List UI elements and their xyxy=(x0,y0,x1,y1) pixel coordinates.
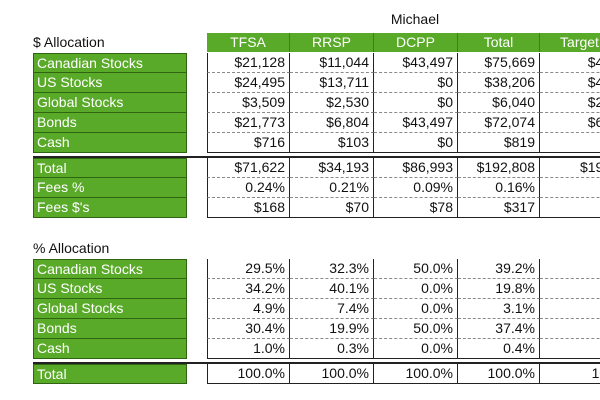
table-cell: $48, xyxy=(540,53,600,73)
table-cell: $168 xyxy=(207,198,290,218)
column-header-tfsa: TFSA xyxy=(207,33,290,52)
column-header-total: Total xyxy=(458,33,540,52)
table-cell: 29.5% xyxy=(207,259,290,279)
table-cell: 1.0% xyxy=(207,339,290,359)
table-cell: 25 xyxy=(540,259,600,279)
row-label: US Stocks xyxy=(33,73,187,93)
summary-row-label: Total xyxy=(33,158,187,178)
table-cell: $13,711 xyxy=(290,73,374,93)
table-cell: $43,497 xyxy=(374,53,458,73)
table-cell: $0 xyxy=(374,93,458,113)
table-cell: $6,804 xyxy=(290,113,374,133)
table-cell: 19.8% xyxy=(458,279,540,299)
table-cell: $67, xyxy=(540,113,600,133)
column-header-target: Target xyxy=(540,33,600,52)
table-cell: $103 xyxy=(290,133,374,153)
table-cell: 25 xyxy=(540,279,600,299)
table-cell: $3,509 xyxy=(207,93,290,113)
row-label: Global Stocks xyxy=(33,93,187,113)
table-cell: $21,773 xyxy=(207,113,290,133)
table-cell: 100.0% xyxy=(374,364,458,384)
table-cell: 100.0% xyxy=(207,364,290,384)
owner-name: Michael xyxy=(390,11,440,27)
table-cell: 0.21% xyxy=(290,178,374,198)
table-cell: $192, xyxy=(540,158,600,178)
total-separator-line xyxy=(33,156,600,158)
table-cell: $819 xyxy=(458,133,540,153)
summary-row-label: Total xyxy=(33,364,187,384)
table-cell: $28, xyxy=(540,93,600,113)
table-cell: 30.4% xyxy=(207,319,290,339)
table-cell: 32.3% xyxy=(290,259,374,279)
table-cell: $0 xyxy=(374,73,458,93)
table-cell: 35 xyxy=(540,319,600,339)
total-separator-line xyxy=(33,362,600,364)
table-cell: 40.1% xyxy=(290,279,374,299)
table-cell: 3.1% xyxy=(458,299,540,319)
table-cell: $71,622 xyxy=(207,158,290,178)
table-cell: 50.0% xyxy=(374,259,458,279)
table-cell: 100.0% xyxy=(290,364,374,384)
summary-row-label: Fees % xyxy=(33,178,187,198)
table-cell: $72,074 xyxy=(458,113,540,133)
row-label: Cash xyxy=(33,133,187,153)
row-label: Bonds xyxy=(33,113,187,133)
table-cell: 0.0% xyxy=(374,339,458,359)
table-cell: $48, xyxy=(540,73,600,93)
dollar-allocation-title: $ Allocation xyxy=(33,34,105,50)
table-cell: 100 xyxy=(540,364,600,384)
table-cell: $192,808 xyxy=(458,158,540,178)
row-label: Global Stocks xyxy=(33,299,187,319)
row-label: Bonds xyxy=(33,319,187,339)
table-cell: $716 xyxy=(207,133,290,153)
table-cell: 0.16% xyxy=(458,178,540,198)
percent-allocation-title: % Allocation xyxy=(33,240,110,256)
table-cell: 0.09% xyxy=(374,178,458,198)
table-cell: $38,206 xyxy=(458,73,540,93)
table-cell: $21,128 xyxy=(207,53,290,73)
table-cell: 0. xyxy=(540,178,600,198)
table-cell: $43,497 xyxy=(374,113,458,133)
table-cell: 37.4% xyxy=(458,319,540,339)
table-cell: $317 xyxy=(458,198,540,218)
table-cell: 0.0% xyxy=(374,279,458,299)
table-cell: $86,993 xyxy=(374,158,458,178)
table-cell: 50.0% xyxy=(374,319,458,339)
table-cell: 7.4% xyxy=(290,299,374,319)
column-header-rrsp: RRSP xyxy=(290,33,374,52)
table-cell: $24,495 xyxy=(207,73,290,93)
table-cell xyxy=(540,339,600,359)
table-cell: 0.3% xyxy=(290,339,374,359)
table-cell: $11,044 xyxy=(290,53,374,73)
table-cell: $ xyxy=(540,198,600,218)
table-cell: $70 xyxy=(290,198,374,218)
row-label: Canadian Stocks xyxy=(33,53,187,73)
table-cell: 4.9% xyxy=(207,299,290,319)
table-cell: 0.0% xyxy=(374,299,458,319)
table-cell: 34.2% xyxy=(207,279,290,299)
row-label: Canadian Stocks xyxy=(33,259,187,279)
table-cell: $0 xyxy=(374,133,458,153)
table-cell: $75,669 xyxy=(458,53,540,73)
table-cell: $78 xyxy=(374,198,458,218)
table-cell: $2,530 xyxy=(290,93,374,113)
table-cell: 39.2% xyxy=(458,259,540,279)
column-header-dcpp: DCPP xyxy=(374,33,458,52)
row-label: US Stocks xyxy=(33,279,187,299)
table-cell xyxy=(540,133,600,153)
table-cell: 19.9% xyxy=(290,319,374,339)
summary-row-label: Fees $'s xyxy=(33,198,187,218)
table-cell: 15 xyxy=(540,299,600,319)
table-cell: $6,040 xyxy=(458,93,540,113)
table-cell: 100.0% xyxy=(458,364,540,384)
table-cell: $34,193 xyxy=(290,158,374,178)
table-cell: 0.4% xyxy=(458,339,540,359)
table-cell: 0.24% xyxy=(207,178,290,198)
row-label: Cash xyxy=(33,339,187,359)
